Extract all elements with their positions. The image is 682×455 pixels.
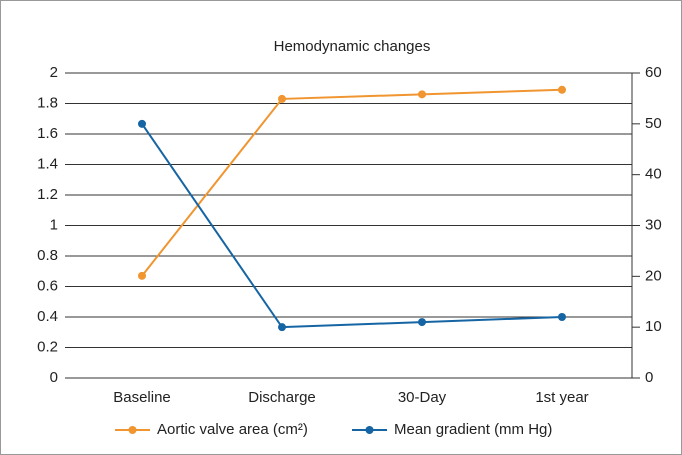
x-tick-label: 30-Day <box>398 389 447 406</box>
chart-title: Hemodynamic changes <box>274 38 431 55</box>
x-tick-label: Discharge <box>248 389 316 406</box>
y-tick-label: 1.2 <box>37 186 58 203</box>
y2-tick-label: 60 <box>645 64 662 81</box>
y2-tick-label: 30 <box>645 216 662 233</box>
point <box>418 90 426 99</box>
point <box>278 323 286 332</box>
x-tick-label: 1st year <box>535 389 588 406</box>
legend-marker <box>365 426 374 434</box>
y-tick-label: 1.4 <box>37 155 58 172</box>
y-tick-label: 1.6 <box>37 125 58 142</box>
y2-tick-label: 20 <box>645 267 662 284</box>
y-tick-label: 0 <box>50 369 58 386</box>
y-tick-label: 0.2 <box>37 338 58 355</box>
point <box>138 271 146 280</box>
y2-tick-label: 0 <box>645 369 653 386</box>
legend-label: Mean gradient (mm Hg) <box>394 421 552 438</box>
y-tick-label: 0.8 <box>37 247 58 264</box>
y-tick-label: 2 <box>50 64 58 81</box>
series-line <box>141 88 563 277</box>
series-line <box>141 123 563 329</box>
x-tick-label: Baseline <box>113 389 171 406</box>
point <box>558 313 566 321</box>
y-tick-label: 0.4 <box>37 308 58 325</box>
legend-marker <box>128 426 137 434</box>
y-tick-label: 0.6 <box>37 277 58 294</box>
point <box>278 94 286 103</box>
y2-tick-label: 50 <box>645 115 662 132</box>
y2-tick-label: 40 <box>645 166 662 183</box>
y2-tick-label: 10 <box>645 318 662 335</box>
legend-label: Aortic valve area (cm²) <box>157 421 308 438</box>
point <box>558 85 566 94</box>
point <box>138 119 146 128</box>
y-tick-label: 1 <box>50 216 58 233</box>
point <box>418 318 426 327</box>
y-tick-label: 1.8 <box>37 94 58 111</box>
